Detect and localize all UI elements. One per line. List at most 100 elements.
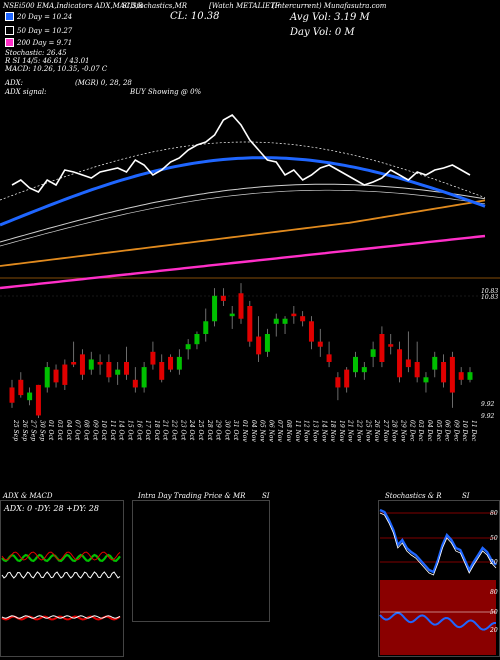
- x-tick-label: 01 Oct: [47, 420, 54, 441]
- x-tick-label: 07 Nov: [276, 420, 283, 442]
- x-tick-label: 04 Nov: [250, 420, 257, 442]
- x-tick-label: 12 Nov: [303, 420, 310, 442]
- adx-mgr-readout: (MGR) 0, 28, 28: [75, 79, 132, 87]
- x-tick-label: 04 Oct: [65, 420, 72, 441]
- legend-label-20: 20 Day = 10.24: [17, 12, 73, 21]
- x-tick-label: 14 Oct: [118, 420, 125, 441]
- candle-body: [229, 313, 235, 317]
- x-tick-label: 09 Dec: [452, 420, 459, 442]
- stoch-tick-label: 20: [489, 559, 498, 566]
- x-tick-label: 30 Sep: [38, 420, 45, 441]
- candle-body: [300, 316, 306, 322]
- x-tick-label: 06 Dec: [444, 420, 451, 442]
- x-tick-label: 17 Oct: [144, 420, 151, 441]
- ma20-line: [0, 156, 486, 227]
- candle-body: [361, 367, 367, 373]
- x-tick-label: 24 Oct: [188, 419, 195, 441]
- candle-body: [256, 336, 262, 355]
- candle-body: [317, 341, 323, 347]
- candle-body: [44, 367, 50, 388]
- candle-body: [168, 356, 174, 370]
- price-label-top2: 10.83: [481, 294, 499, 301]
- candle-body: [423, 377, 429, 383]
- candle-body: [432, 356, 438, 370]
- header-indicators: NSEi500 EMA,Indicators ADX,MACD,R: [3, 2, 144, 10]
- candle-body: [282, 318, 288, 324]
- x-tick-label: 02 Dec: [408, 420, 415, 442]
- signal-line-dotted: [0, 141, 486, 201]
- candle-body: [238, 293, 244, 319]
- x-tick-label: 28 Oct: [206, 419, 213, 441]
- candle-body: [220, 295, 226, 301]
- price-label-bottom2: 9.92: [481, 413, 495, 420]
- x-tick-label: 19 Nov: [338, 420, 345, 442]
- x-tick-label: 01 Nov: [241, 420, 248, 442]
- candle-body: [97, 362, 103, 365]
- x-tick-label: 11 Oct: [109, 420, 116, 441]
- avg-vol-label: Avg Vol: 3.19 M: [290, 12, 370, 23]
- header-site: (Intercurrent) Munafasutra.com: [272, 2, 387, 10]
- adx-minus-line: [1, 551, 121, 561]
- buy-showing-label: BUY Showing @ 0%: [130, 88, 202, 96]
- adx-panel-readout: ADX: 0 -DY: 28 +DY: 28: [4, 504, 99, 513]
- x-tick-label: 08 Nov: [285, 420, 292, 442]
- candle-body: [344, 369, 350, 388]
- candle-body: [212, 295, 218, 322]
- ma200-line: [0, 234, 486, 290]
- x-tick-label: 18 Oct: [153, 420, 160, 441]
- candle-body: [388, 344, 394, 347]
- adx-label: ADX:: [5, 79, 24, 87]
- candle-body: [176, 356, 182, 370]
- intraday-panel-tag: SI: [262, 492, 270, 500]
- header-ticker-tag: [Watch METALIETF: [209, 2, 280, 10]
- intraday-panel: [132, 500, 270, 622]
- candle-body: [150, 351, 156, 365]
- adx-panel-title: ADX & MACD: [3, 492, 53, 500]
- ma50-line-a: [0, 183, 486, 243]
- stoch-rsi-panel: [378, 500, 500, 657]
- x-tick-label: 23 Oct: [179, 419, 186, 441]
- candle-body: [405, 359, 411, 368]
- candle-body: [397, 349, 403, 378]
- x-tick-label: 25 Nov: [364, 419, 371, 442]
- candle-body: [458, 372, 464, 380]
- x-tick-label: 16 Oct: [135, 420, 142, 441]
- stoch-tick-label: 80: [490, 510, 498, 517]
- candle-body: [308, 321, 314, 342]
- x-tick-label: 26 Sep: [21, 419, 28, 441]
- candle-body: [379, 334, 385, 362]
- candle-body: [467, 372, 473, 380]
- legend-swatch-20: [5, 12, 14, 21]
- legend-label-50: 50 Day = 10.27: [17, 26, 73, 35]
- stoch-k-line: [379, 508, 497, 574]
- stoch-panel-title: Stochastics & R: [385, 492, 442, 500]
- rsi-readout: R SI 14/5: 46.61 / 43.01: [5, 57, 90, 65]
- candle-body: [79, 354, 85, 375]
- candle-body: [441, 362, 447, 383]
- intraday-panel-title: Intra Day Trading Price & MR: [138, 492, 246, 500]
- x-tick-label: 22 Oct: [171, 419, 178, 441]
- ma100-line: [0, 199, 486, 267]
- x-tick-label: 21 Nov: [347, 419, 354, 442]
- rsi-tick-label: 80: [490, 589, 498, 596]
- candle-body: [9, 387, 15, 403]
- candle-body: [414, 362, 420, 378]
- stoch-d-line: [379, 512, 497, 576]
- day-vol-label: Day Vol: 0 M: [290, 27, 355, 38]
- candle-body: [71, 362, 77, 365]
- x-tick-label: 31 Oct: [232, 420, 239, 441]
- candle-body: [291, 313, 297, 317]
- candle-body: [326, 354, 332, 362]
- candle-body: [62, 364, 68, 385]
- x-tick-label: 25 Sep: [12, 419, 19, 441]
- legend-200day: 200 Day = 9.71: [5, 38, 72, 47]
- candle-body: [115, 369, 121, 375]
- macd-readout: MACD: 10.26, 10.35, -0.07 C: [5, 65, 108, 73]
- candle-body: [88, 359, 94, 370]
- x-tick-label: 14 Nov: [320, 420, 327, 442]
- x-tick-label: 28 Nov: [391, 419, 398, 442]
- x-tick-label: 15 Oct: [127, 420, 134, 441]
- candle-body: [273, 318, 279, 324]
- x-tick-label: 04 Dec: [426, 420, 433, 442]
- macd-line: [1, 615, 121, 621]
